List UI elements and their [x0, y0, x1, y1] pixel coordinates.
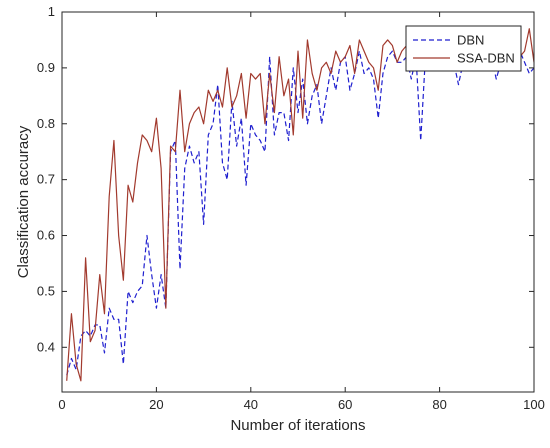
ticks-layer: 0 20 40 60 80 100 0.4 0.5 0.6 0.7 0.8 0.9 1 [37, 4, 545, 412]
plot-frame [61, 11, 535, 393]
y-tick-label: 1 [48, 4, 55, 19]
plot-background [62, 12, 534, 392]
y-tick-label: 0.5 [37, 283, 55, 298]
x-tick-label: 100 [523, 397, 545, 412]
x-tick-label: 0 [58, 397, 65, 412]
series-line-dbn [66, 50, 535, 376]
y-tick-label: 0.4 [37, 339, 55, 354]
x-tick-label: 20 [149, 397, 163, 412]
legend: DBN SSA-DBN [405, 25, 522, 72]
y-tick-label: 0.8 [37, 116, 55, 131]
y-tick-label: 0.6 [37, 228, 55, 243]
x-axis-label: Number of iterations [230, 417, 365, 434]
x-tick-label: 80 [432, 397, 446, 412]
y-axis-label: Classification accuracy [15, 125, 32, 278]
x-tick-label: 40 [244, 397, 258, 412]
legend-label: DBN [457, 33, 484, 48]
x-tick-label: 60 [338, 397, 352, 412]
y-tick-label: 0.9 [37, 60, 55, 75]
y-tick-label: 0.7 [37, 172, 55, 187]
legend-box [405, 25, 522, 72]
legend-label: SSA-DBN [457, 51, 515, 66]
